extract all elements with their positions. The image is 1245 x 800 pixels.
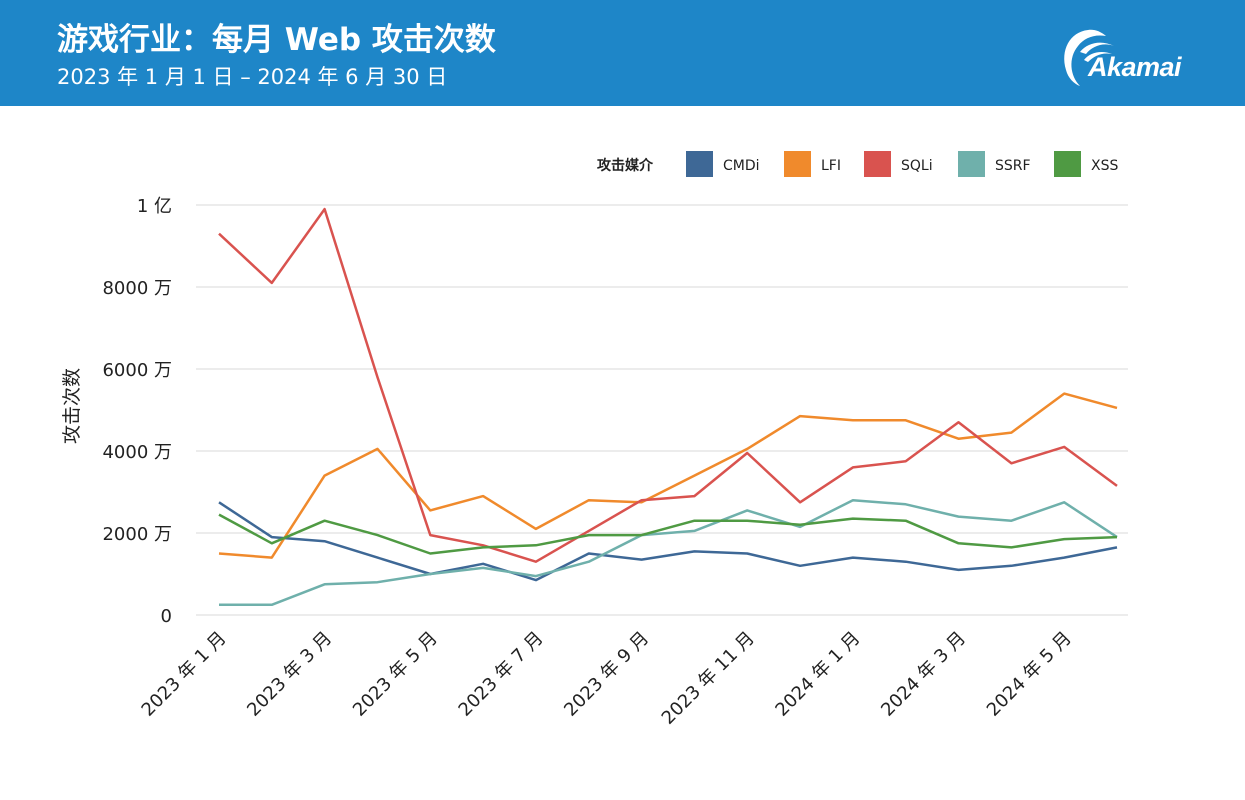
x-tick-label: 2023 年 9 月 — [560, 628, 653, 721]
y-tick-label: 1 亿 — [137, 196, 172, 217]
y-axis-label: 攻击次数 — [61, 368, 83, 444]
legend-label: SQLi — [901, 158, 933, 174]
legend-label: CMDi — [723, 158, 760, 174]
x-tick-label: 2024 年 5 月 — [983, 628, 1076, 721]
legend-swatch-sqli — [864, 151, 891, 177]
legend: 攻击媒介 CMDi LFI SQLi SSRF XSS — [597, 151, 1118, 177]
chart-title: 游戏行业：每月 Web 攻击次数 — [57, 22, 496, 58]
series-line-xss — [218, 513, 1118, 555]
chart-subtitle: 2023 年 1 月 1 日 – 2024 年 6 月 30 日 — [57, 65, 448, 89]
y-tick-label: 0 — [161, 606, 172, 627]
legend-swatch-ssrf — [958, 151, 985, 177]
legend-swatch-cmdi — [686, 151, 713, 177]
series-line-ssrf — [219, 498, 1118, 607]
akamai-logo: Akamai — [1058, 24, 1208, 88]
legend-label: XSS — [1091, 158, 1118, 174]
akamai-wave-icon — [1064, 29, 1114, 86]
x-tick-label: 2024 年 1 月 — [771, 628, 864, 721]
x-tick-label: 2023 年 1 月 — [138, 628, 231, 721]
legend-swatch-lfi — [784, 151, 811, 177]
x-tick-label: 2024 年 3 月 — [877, 628, 970, 721]
series-line-sqli — [218, 207, 1118, 563]
y-axis-ticks: 0 2000 万 4000 万 6000 万 8000 万 1 亿 — [102, 196, 172, 627]
x-tick-label: 2023 年 3 月 — [243, 628, 336, 721]
legend-swatch-xss — [1054, 151, 1081, 177]
legend-title: 攻击媒介 — [597, 157, 654, 174]
series-line-cmdi — [218, 501, 1118, 582]
y-tick-label: 2000 万 — [102, 524, 172, 545]
logo-text: Akamai — [1088, 52, 1182, 82]
series-lines — [218, 207, 1118, 607]
legend-label: LFI — [821, 158, 841, 174]
header-banner: 游戏行业：每月 Web 攻击次数 2023 年 1 月 1 日 – 2024 年… — [0, 0, 1245, 106]
x-tick-label: 2023 年 5 月 — [349, 628, 442, 721]
y-tick-label: 8000 万 — [102, 278, 172, 299]
x-tick-label: 2023 年 7 月 — [455, 628, 548, 721]
y-tick-label: 4000 万 — [102, 442, 172, 463]
legend-label: SSRF — [995, 158, 1031, 174]
gridlines — [196, 204, 1128, 616]
x-tick-label: 2023 年 11 月 — [658, 628, 759, 729]
x-axis-ticks: 2023 年 1 月 2023 年 3 月 2023 年 5 月 2023 年 7 月… — [138, 628, 1076, 729]
y-tick-label: 6000 万 — [102, 360, 172, 381]
series-line-lfi — [218, 392, 1118, 559]
